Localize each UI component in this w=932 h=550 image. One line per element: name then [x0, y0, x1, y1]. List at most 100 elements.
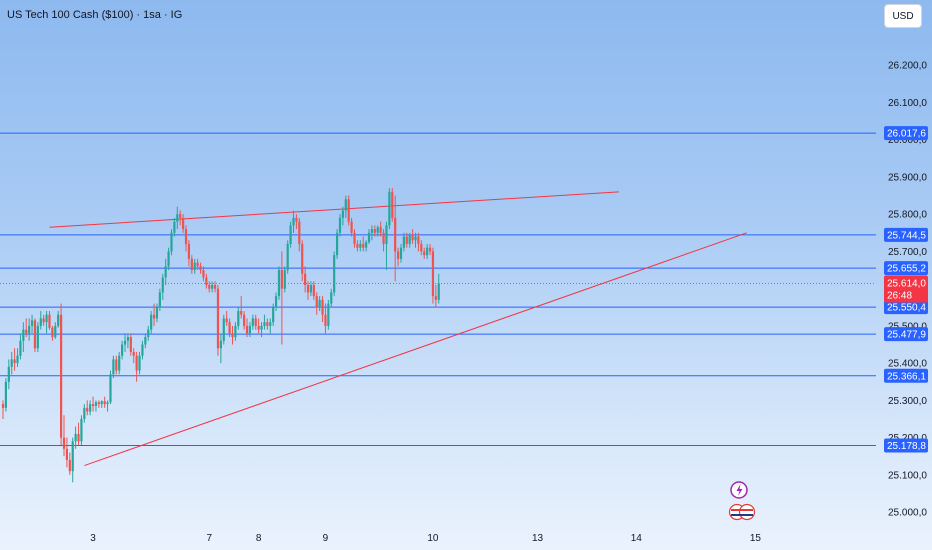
x-tick-label: 13 [532, 533, 544, 544]
chart-title: US Tech 100 Cash ($100) · 1sa · IG [7, 9, 183, 21]
candle [277, 266, 281, 300]
candle [385, 221, 388, 271]
candle [10, 351, 13, 375]
candle [405, 232, 408, 248]
candle [318, 296, 321, 312]
trendline-0[interactable] [49, 191, 619, 228]
candle [417, 232, 420, 252]
candle [234, 322, 237, 341]
candle [240, 296, 243, 319]
x-tick-label: 14 [631, 533, 643, 544]
candle [158, 288, 161, 312]
candle [126, 333, 130, 349]
candle [286, 240, 289, 274]
candle [382, 229, 385, 252]
candle [338, 214, 342, 237]
candle [428, 243, 432, 256]
candle [164, 258, 167, 285]
candle [327, 299, 330, 330]
candle [184, 225, 188, 252]
candle [350, 217, 353, 237]
candle [379, 221, 382, 237]
y-tick-label: 25.300,0 [888, 396, 927, 407]
candle [176, 206, 179, 230]
candle [298, 217, 301, 252]
candle [144, 333, 147, 349]
trendline-1[interactable] [84, 232, 747, 467]
candle [269, 318, 272, 334]
candle [132, 348, 135, 364]
y-tick-label: 25.500,0 [888, 321, 927, 332]
candle [54, 322, 57, 339]
svg-text:25.550,4: 25.550,4 [887, 303, 926, 314]
candle [161, 273, 164, 300]
candle [231, 325, 234, 345]
candle [106, 400, 109, 412]
eu-flag-event-icon[interactable] [738, 503, 756, 521]
candle [370, 225, 374, 241]
candle [365, 240, 368, 252]
candle [266, 318, 269, 330]
candle [243, 311, 246, 330]
candle [42, 314, 45, 326]
current-price-value: 25.614,0 [887, 278, 926, 289]
event-icons [728, 481, 756, 521]
trendlines [49, 191, 747, 467]
candle [147, 325, 150, 341]
candle [36, 322, 39, 352]
x-tick-label: 7 [206, 533, 212, 544]
currency-button[interactable]: USD [884, 4, 922, 28]
current-price-label: 25.614,026:48 [884, 275, 928, 303]
candle [68, 452, 71, 475]
candle [222, 314, 225, 345]
candle [237, 307, 240, 330]
candle [356, 240, 359, 252]
candle [396, 247, 400, 267]
candle [28, 318, 31, 341]
candle [135, 351, 138, 382]
candle [437, 273, 440, 304]
lightning-bolt-icon [736, 484, 743, 496]
candle [321, 296, 324, 323]
candle [315, 292, 318, 315]
candle [16, 348, 19, 367]
candle [376, 225, 379, 237]
candle [60, 303, 63, 446]
level-price-label: 25.550,4 [884, 300, 928, 315]
bar-countdown: 26:48 [887, 290, 912, 301]
svg-text:25.477,9: 25.477,9 [887, 330, 926, 341]
candle [167, 247, 170, 271]
candle [138, 351, 141, 375]
candle [77, 422, 80, 446]
candle [150, 311, 153, 334]
svg-text:26.017,6: 26.017,6 [887, 129, 926, 140]
candle [408, 232, 411, 248]
x-tick-label: 3 [90, 533, 96, 544]
candle [292, 210, 295, 233]
candle [431, 247, 435, 304]
level-price-label: 25.477,9 [884, 327, 928, 342]
candle [248, 322, 252, 338]
y-tick-label: 26.200,0 [888, 61, 927, 72]
candle [4, 378, 8, 412]
candle [89, 400, 92, 416]
y-tick-label: 25.700,0 [888, 247, 927, 258]
candle [274, 292, 278, 312]
candle [399, 243, 403, 263]
candle [213, 281, 217, 293]
candle [312, 281, 315, 300]
candle [402, 232, 405, 252]
svg-text:25.655,2: 25.655,2 [887, 264, 926, 275]
candle [426, 243, 429, 259]
candle [65, 437, 69, 468]
candle [57, 311, 60, 328]
candle [187, 240, 191, 267]
candle [196, 258, 199, 271]
candle [13, 348, 16, 371]
candle [423, 247, 426, 259]
candle [272, 303, 275, 326]
candle [155, 303, 159, 323]
candle [33, 318, 37, 352]
candle [71, 437, 74, 483]
